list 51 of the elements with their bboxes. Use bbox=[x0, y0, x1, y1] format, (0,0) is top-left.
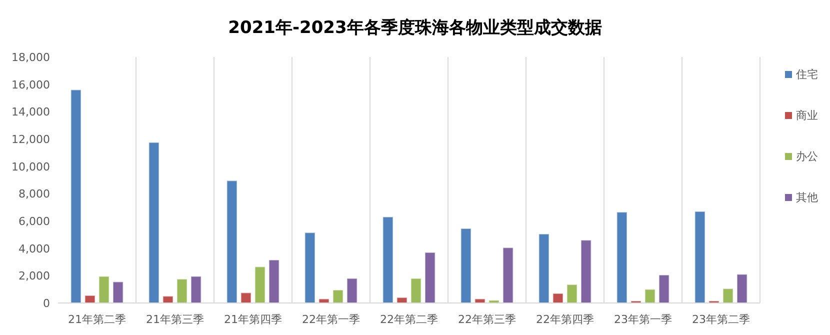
legend-label: 其他 bbox=[796, 191, 818, 204]
bar bbox=[566, 284, 578, 304]
legend-label: 住宅 bbox=[796, 68, 818, 81]
bar bbox=[538, 233, 550, 304]
legend-label: 商业 bbox=[796, 109, 818, 122]
bar bbox=[112, 281, 124, 304]
bar bbox=[722, 288, 734, 304]
y-tick-label: 16,000 bbox=[12, 78, 50, 92]
bar bbox=[346, 278, 358, 304]
x-tick-label: 22年第三季 bbox=[458, 313, 516, 326]
chart-title: 2021年-2023年各季度珠海各物业类型成交数据 bbox=[228, 18, 602, 38]
y-tick-label: 14,000 bbox=[12, 106, 50, 119]
y-tick-label: 18,000 bbox=[12, 51, 50, 64]
bar bbox=[502, 247, 514, 304]
bar bbox=[190, 276, 202, 304]
bar bbox=[304, 232, 316, 304]
y-tick-label: 10,000 bbox=[12, 160, 50, 174]
bar bbox=[410, 278, 422, 304]
x-tick-label: 21年第四季 bbox=[224, 313, 282, 326]
y-tick-label: 2,000 bbox=[18, 270, 50, 283]
bar bbox=[226, 180, 238, 304]
bar bbox=[424, 252, 436, 304]
bar bbox=[268, 259, 280, 304]
legend-label: 办公 bbox=[796, 150, 818, 163]
bar bbox=[70, 89, 82, 304]
x-tick-label: 23年第二季 bbox=[692, 313, 750, 326]
x-tick-label: 22年第二季 bbox=[380, 313, 438, 326]
bar bbox=[552, 292, 564, 304]
y-tick-label: 8,000 bbox=[18, 188, 50, 201]
bar bbox=[460, 228, 472, 304]
bar bbox=[254, 266, 266, 304]
x-tick-label: 22年第一季 bbox=[302, 313, 360, 326]
y-tick-label: 0 bbox=[43, 297, 50, 310]
bar bbox=[176, 278, 188, 304]
bar bbox=[332, 290, 344, 304]
bar bbox=[382, 216, 394, 304]
x-tick-label: 23年第一季 bbox=[614, 313, 672, 326]
bar bbox=[644, 288, 656, 304]
bar bbox=[658, 274, 670, 304]
x-tick-label: 21年第三季 bbox=[146, 313, 204, 326]
y-tick-label: 4,000 bbox=[18, 242, 50, 256]
y-tick-label: 12,000 bbox=[12, 133, 50, 146]
bar bbox=[616, 212, 628, 304]
bar bbox=[694, 210, 706, 304]
bar bbox=[736, 274, 748, 304]
bar bbox=[148, 142, 160, 304]
y-tick-label: 6,000 bbox=[18, 215, 50, 228]
x-tick-label: 21年第二季 bbox=[68, 313, 126, 326]
bar bbox=[98, 276, 110, 304]
x-tick-label: 22年第四季 bbox=[536, 313, 594, 326]
bar bbox=[580, 240, 592, 304]
